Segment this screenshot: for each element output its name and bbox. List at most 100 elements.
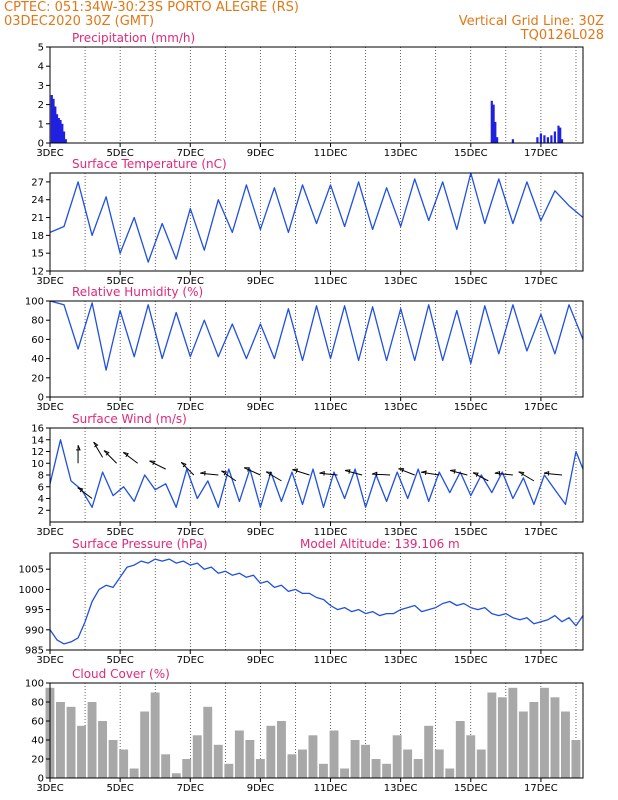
wind-arrow-head <box>200 470 206 476</box>
data-bar <box>361 744 370 779</box>
wind-arrow <box>543 472 563 476</box>
y-tick-label: 6 <box>38 482 44 493</box>
x-tick-label: 15DEC <box>454 655 488 666</box>
data-bar <box>308 735 318 779</box>
wind-arrow <box>450 470 468 476</box>
wind-arrow-head <box>76 445 81 451</box>
vertical-grid-note: Vertical Grid Line: 30Z <box>458 14 604 29</box>
data-bar <box>539 133 542 143</box>
data-bar <box>54 106 57 143</box>
x-tick-label: 11DEC <box>314 527 348 538</box>
data-bar <box>546 137 549 143</box>
y-tick-label: 15 <box>31 249 44 260</box>
data-bar <box>192 735 202 779</box>
wind-arrow-head <box>344 469 351 474</box>
x-tick-label: 11DEC <box>314 276 348 287</box>
wind-arrow <box>103 450 117 464</box>
x-tick-label: 3DEC <box>36 402 63 413</box>
panel-3: 0 20 40 60 80 100 3DEC 5DEC 7DEC 9DEC 11DEC 13DEC 15… <box>25 285 584 413</box>
data-bar <box>550 135 553 143</box>
data-bar <box>182 759 192 778</box>
x-tick-label: 15DEC <box>454 783 488 794</box>
wind-arrow <box>292 469 310 476</box>
x-tick-label: 7DEC <box>177 783 204 794</box>
series-line <box>49 172 584 263</box>
data-bar <box>492 104 495 143</box>
wind-arrow-head <box>319 470 325 476</box>
x-tick-label: 17DEC <box>524 148 558 159</box>
x-tick-label: 17DEC <box>524 402 558 413</box>
wind-arrow-head <box>266 471 272 477</box>
x-tick-label: 15DEC <box>454 276 488 287</box>
data-bar <box>119 749 129 778</box>
wind-arrow <box>221 470 237 482</box>
data-bar <box>497 697 507 779</box>
data-bar <box>245 740 255 778</box>
y-tick-label: 3 <box>38 81 44 92</box>
wind-arrow <box>93 441 104 458</box>
y-tick-label: 12 <box>31 447 44 458</box>
wind-arrow-head <box>244 467 250 472</box>
x-tick-label: 3DEC <box>36 148 63 159</box>
data-bar <box>266 725 276 779</box>
data-bar <box>543 135 546 143</box>
x-tick-label: 17DEC <box>524 783 558 794</box>
wind-arrow-head <box>518 471 525 477</box>
y-tick-label: 0 <box>38 774 44 785</box>
x-tick-label: 9DEC <box>247 783 274 794</box>
x-tick-label: 11DEC <box>314 655 348 666</box>
data-bar <box>540 687 549 779</box>
wind-arrow-head <box>123 451 129 458</box>
x-tick-label: 3DEC <box>36 276 63 287</box>
wind-arrow <box>149 460 166 470</box>
y-tick-label: 27 <box>31 177 44 188</box>
data-bar <box>255 759 265 778</box>
wind-arrow-head <box>103 450 110 456</box>
data-bar <box>203 706 213 779</box>
data-bar <box>494 121 497 143</box>
data-bar <box>529 702 539 778</box>
x-tick-label: 5DEC <box>106 783 133 794</box>
wind-arrow <box>243 467 261 476</box>
data-bar <box>382 763 392 779</box>
data-bar <box>560 139 564 143</box>
data-bar <box>518 711 528 778</box>
x-tick-label: 13DEC <box>384 402 418 413</box>
x-tick-label: 5DEC <box>106 527 133 538</box>
panel-title: Surface Pressure (hPa) <box>72 537 208 551</box>
x-tick-label: 3DEC <box>36 783 63 794</box>
data-bar <box>561 711 570 778</box>
data-bar <box>213 744 223 779</box>
data-bar <box>571 740 581 778</box>
data-bar <box>350 740 360 778</box>
data-bar <box>77 725 86 779</box>
wind-arrow-head <box>543 470 550 476</box>
x-tick-label: 3DEC <box>36 655 63 666</box>
data-bar <box>511 139 514 143</box>
data-bar <box>234 730 244 778</box>
x-tick-label: 9DEC <box>247 276 274 287</box>
panel-frame <box>49 172 584 272</box>
data-bar <box>98 721 107 778</box>
wind-arrow-head <box>77 487 84 493</box>
y-tick-label: 5 <box>38 43 44 54</box>
data-bar <box>55 114 59 143</box>
x-tick-label: 13DEC <box>384 783 418 794</box>
series-line <box>49 300 584 371</box>
panel-frame <box>49 682 584 779</box>
data-bar <box>455 721 465 778</box>
wind-arrow <box>344 470 363 476</box>
data-bar <box>298 749 307 778</box>
wind-arrow <box>518 471 535 482</box>
data-bar <box>161 754 171 779</box>
data-bar <box>550 697 560 779</box>
data-bar <box>129 768 139 778</box>
y-tick-label: 60 <box>31 717 44 728</box>
x-tick-label: 5DEC <box>106 402 133 413</box>
wind-arrow-head <box>292 468 299 473</box>
data-bar <box>445 768 455 778</box>
data-bar <box>277 721 286 778</box>
wind-arrow <box>494 472 513 476</box>
data-bar <box>559 127 562 143</box>
x-tick-label: 11DEC <box>314 783 348 794</box>
